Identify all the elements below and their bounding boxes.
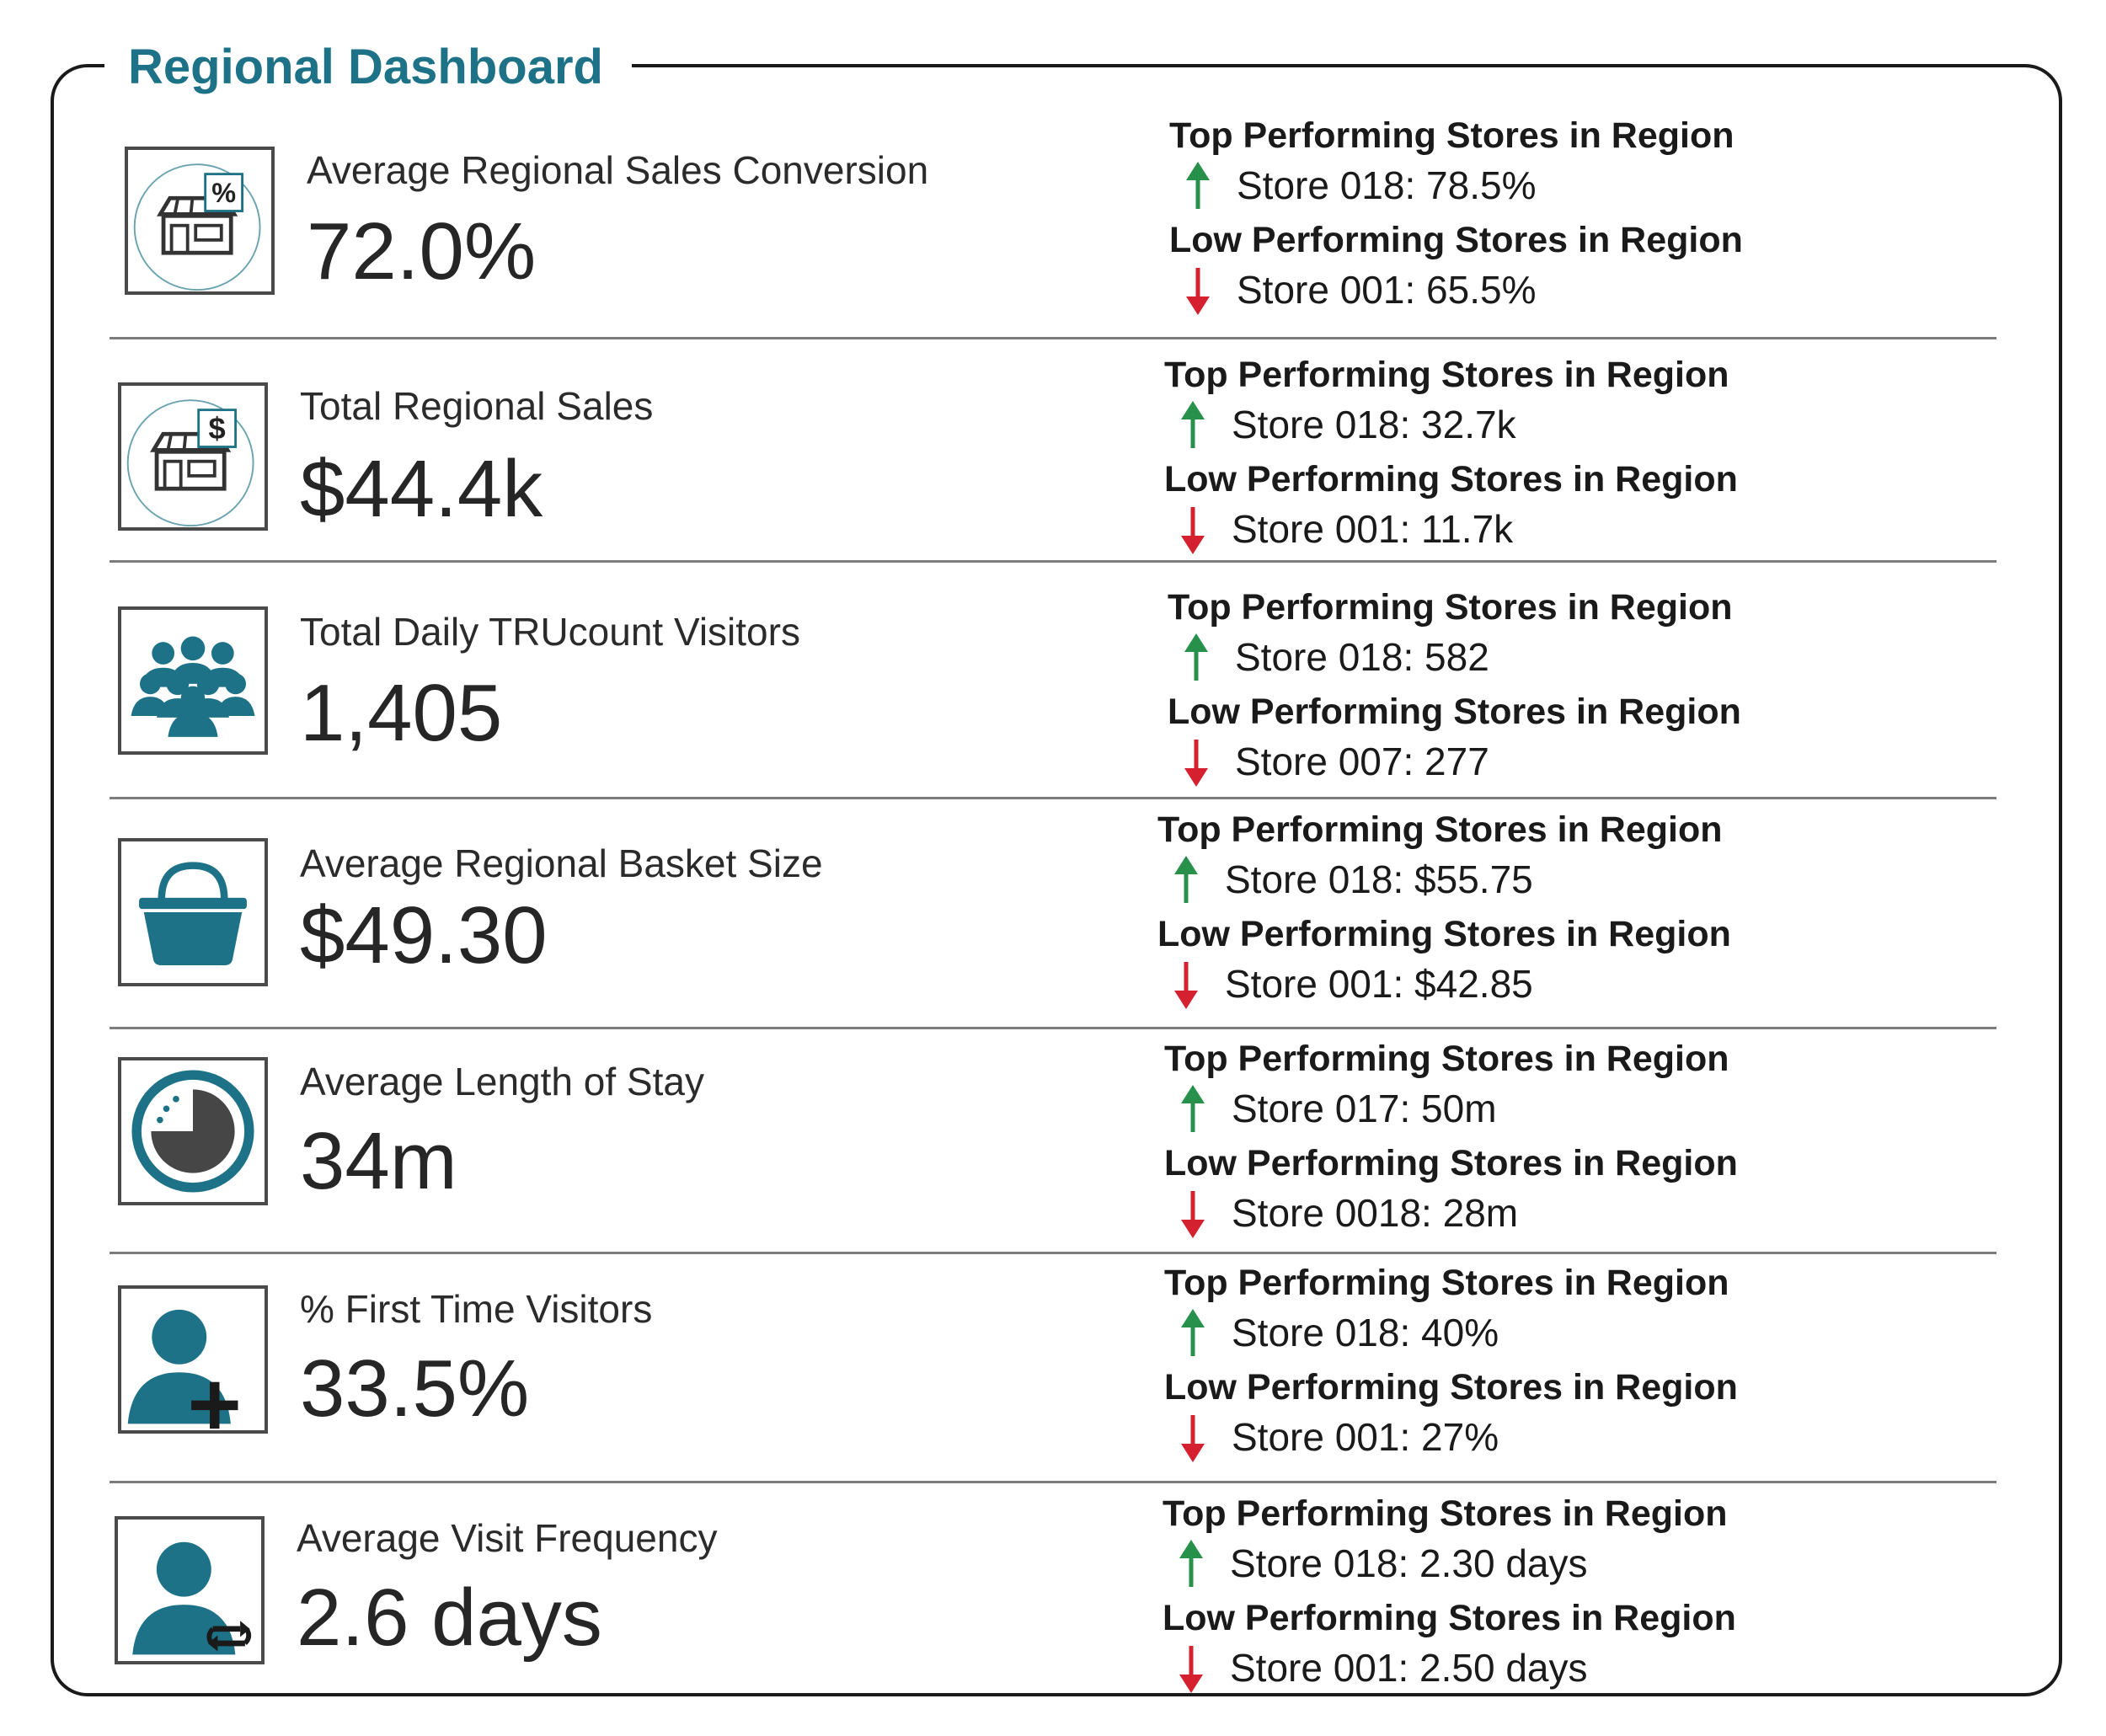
low-stores-heading: Low Performing Stores in Region	[1163, 1598, 1736, 1638]
down-arrow-icon	[1176, 1189, 1210, 1238]
basket-icon	[118, 838, 268, 986]
svg-text:%: %	[211, 178, 236, 208]
up-arrow-icon	[1169, 856, 1203, 905]
low-store-value: Store 001: 27%	[1232, 1415, 1499, 1459]
metric-label: Total Regional Sales	[300, 384, 654, 428]
top-stores-heading: Top Performing Stores in Region	[1168, 587, 1733, 628]
metric-label: Average Regional Basket Size	[300, 841, 823, 885]
user-repeat-icon	[115, 1516, 265, 1664]
svg-text:$: $	[209, 411, 226, 446]
store-percent-icon: %	[125, 147, 275, 295]
store-dollar-icon: $	[118, 382, 268, 531]
up-arrow-icon	[1174, 1540, 1208, 1589]
down-arrow-icon	[1176, 1413, 1210, 1462]
metric-label: Average Regional Sales Conversion	[307, 148, 929, 192]
top-stores-heading: Top Performing Stores in Region	[1157, 809, 1723, 850]
low-stores-heading: Low Performing Stores in Region	[1169, 220, 1743, 260]
top-stores-heading: Top Performing Stores in Region	[1163, 1493, 1728, 1534]
down-arrow-icon	[1174, 1644, 1208, 1693]
low-stores-heading: Low Performing Stores in Region	[1164, 1143, 1738, 1183]
down-arrow-icon	[1181, 266, 1215, 315]
top-stores-heading: Top Performing Stores in Region	[1164, 1263, 1729, 1303]
top-stores-heading: Top Performing Stores in Region	[1164, 1039, 1729, 1079]
clock-icon	[118, 1057, 268, 1205]
metric-value: 33.5%	[300, 1343, 530, 1434]
metric-label: Total Daily TRUcount Visitors	[300, 610, 800, 654]
top-stores-heading: Top Performing Stores in Region	[1164, 355, 1729, 395]
row-divider	[110, 1481, 1996, 1483]
crowd-icon	[118, 606, 268, 755]
top-store-value: Store 018: 32.7k	[1232, 403, 1516, 446]
metric-label: % First Time Visitors	[300, 1287, 653, 1331]
up-arrow-icon	[1176, 401, 1210, 450]
metric-value: $49.30	[300, 890, 548, 980]
metric-label: Average Visit Frequency	[297, 1516, 718, 1560]
low-store-value: Store 001: 65.5%	[1237, 268, 1537, 312]
low-stores-heading: Low Performing Stores in Region	[1164, 1367, 1738, 1407]
low-store-value: Store 007: 277	[1235, 740, 1489, 783]
top-store-value: Store 018: 78.5%	[1237, 163, 1537, 207]
down-arrow-icon	[1176, 505, 1210, 554]
top-store-value: Store 018: 40%	[1232, 1311, 1499, 1354]
top-store-value: Store 017: 50m	[1232, 1087, 1497, 1130]
low-stores-heading: Low Performing Stores in Region	[1164, 459, 1738, 499]
row-divider	[110, 797, 1996, 799]
up-arrow-icon	[1176, 1085, 1210, 1134]
top-store-value: Store 018: 2.30 days	[1230, 1541, 1588, 1585]
up-arrow-icon	[1179, 633, 1213, 682]
row-divider	[110, 1252, 1996, 1254]
up-arrow-icon	[1176, 1309, 1210, 1358]
top-store-value: Store 018: $55.75	[1225, 857, 1533, 901]
up-arrow-icon	[1181, 162, 1215, 211]
down-arrow-icon	[1179, 738, 1213, 787]
top-store-value: Store 018: 582	[1235, 635, 1489, 679]
metric-label: Average Length of Stay	[300, 1060, 704, 1103]
metric-value: 34m	[300, 1116, 457, 1206]
low-stores-heading: Low Performing Stores in Region	[1168, 692, 1741, 732]
low-store-value: Store 001: 11.7k	[1232, 507, 1514, 551]
user-add-icon	[118, 1285, 268, 1434]
low-store-value: Store 001: 2.50 days	[1230, 1646, 1588, 1690]
row-divider	[110, 1027, 1996, 1029]
row-divider	[110, 560, 1996, 563]
metric-value: $44.4k	[300, 444, 543, 534]
dashboard-frame	[51, 64, 2062, 1696]
down-arrow-icon	[1169, 960, 1203, 1009]
low-store-value: Store 001: $42.85	[1225, 962, 1533, 1006]
metric-value: 2.6 days	[297, 1573, 602, 1663]
low-store-value: Store 0018: 28m	[1232, 1191, 1519, 1235]
metric-value: 72.0%	[307, 206, 537, 296]
dashboard-title: Regional Dashboard	[104, 34, 632, 101]
low-stores-heading: Low Performing Stores in Region	[1157, 914, 1731, 954]
row-divider	[110, 337, 1996, 339]
metric-value: 1,405	[300, 668, 503, 758]
top-stores-heading: Top Performing Stores in Region	[1169, 115, 1735, 156]
